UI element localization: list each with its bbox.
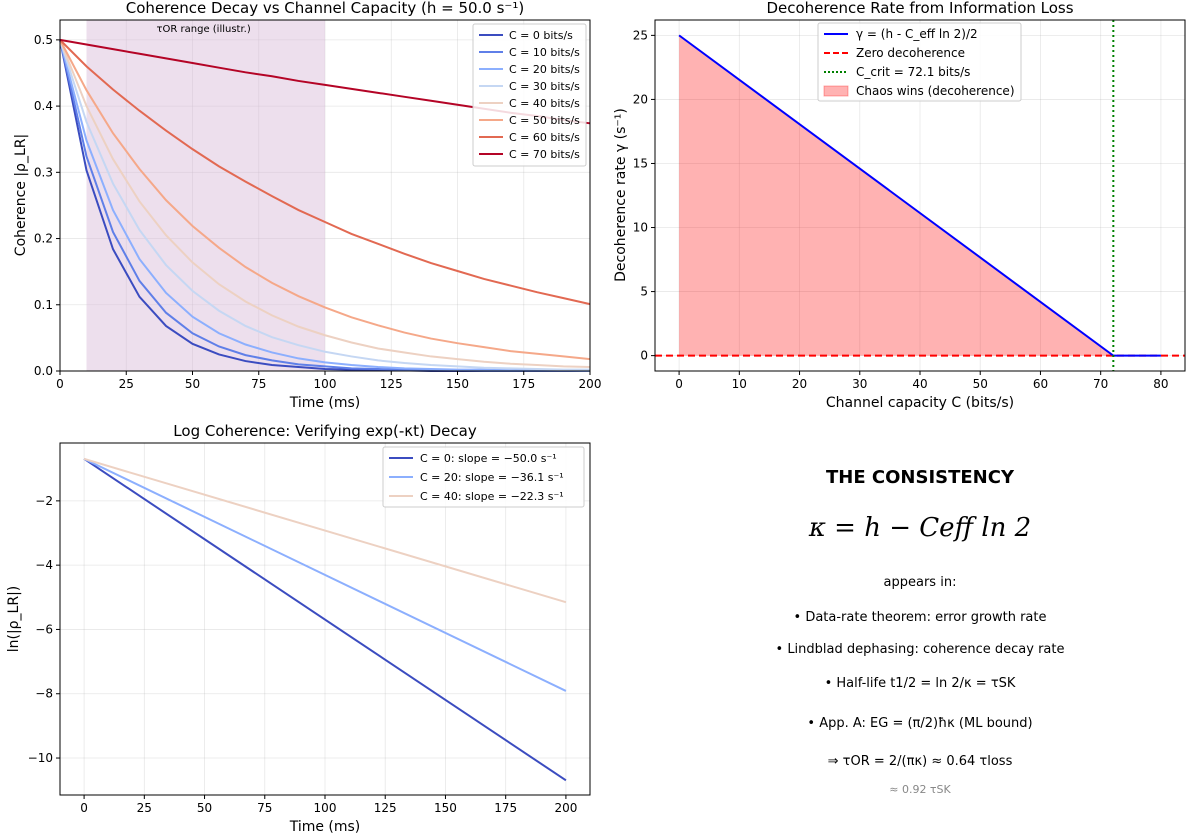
consistency-panel: THE CONSISTENCY κ = h − Ceff ln 2 appear… bbox=[640, 455, 1192, 835]
y-axis-label: Decoherence rate γ (s⁻¹) bbox=[613, 108, 629, 282]
x-axis-label: Time (ms) bbox=[289, 395, 361, 411]
x-tick-label: 175 bbox=[512, 377, 535, 391]
y-tick-label: −10 bbox=[28, 751, 53, 765]
y-tick-label: 0.2 bbox=[34, 232, 53, 246]
y-tick-label: 0.1 bbox=[34, 298, 53, 312]
x-tick-label: 200 bbox=[554, 801, 577, 815]
legend-label: C = 20 bits/s bbox=[509, 63, 580, 76]
series-line-c50 bbox=[59, 39, 591, 361]
chart-title: Log Coherence: Verifying exp(-κt) Decay bbox=[173, 422, 477, 440]
bullet-data-rate: • Data-rate theorem: error growth rate bbox=[793, 610, 1047, 625]
x-tick-label: 30 bbox=[852, 377, 867, 391]
log-series-line bbox=[83, 457, 567, 692]
legend-label: C = 20: slope = −36.1 s⁻¹ bbox=[420, 471, 564, 484]
legend-label: C_crit = 72.1 bits/s bbox=[856, 65, 970, 79]
legend-label: Zero decoherence bbox=[856, 46, 965, 60]
legend-label: C = 40: slope = −22.3 s⁻¹ bbox=[420, 490, 564, 503]
legend-label: γ = (h - C_eff ln 2)/2 bbox=[856, 27, 978, 41]
legend-box bbox=[472, 23, 587, 167]
decoherence-rate-panel: Decoherence Rate from Information Loss C… bbox=[613, 0, 1186, 411]
tau-or-range-label: τOR range (illustr.) bbox=[157, 24, 251, 35]
legend-label: C = 0 bits/s bbox=[509, 29, 573, 42]
x-tick-label: 150 bbox=[446, 377, 469, 391]
legend-label: C = 40 bits/s bbox=[509, 97, 580, 110]
x-tick-label: 100 bbox=[314, 377, 337, 391]
y-tick-label: 0 bbox=[640, 349, 648, 363]
tau-or-range-band bbox=[86, 20, 325, 371]
panel-title: THE CONSISTENCY bbox=[826, 467, 1014, 488]
bullet-half-life: • Half-life t1/2 = ln 2/κ = τSK bbox=[824, 676, 1016, 691]
legend-label: C = 70 bits/s bbox=[509, 148, 580, 161]
x-tick-label: 80 bbox=[1153, 377, 1168, 391]
legend-label: C = 50 bits/s bbox=[509, 114, 580, 127]
y-axis-label: ln(|ρ_LR|) bbox=[6, 586, 22, 653]
x-tick-label: 100 bbox=[314, 801, 337, 815]
x-tick-label: 40 bbox=[912, 377, 927, 391]
x-tick-label: 0 bbox=[56, 377, 64, 391]
x-tick-label: 75 bbox=[251, 377, 266, 391]
x-axis-label: Channel capacity C (bits/s) bbox=[826, 395, 1014, 411]
y-axis-label: Coherence |ρ_LR| bbox=[13, 134, 29, 256]
x-tick-label: 60 bbox=[1033, 377, 1048, 391]
legend-label: C = 60 bits/s bbox=[509, 131, 580, 144]
y-tick-label: 0.5 bbox=[34, 33, 53, 47]
y-tick-label: 0.3 bbox=[34, 165, 53, 179]
chart-title: Decoherence Rate from Information Loss bbox=[766, 0, 1073, 17]
series-line-c20 bbox=[59, 39, 591, 372]
log-series-line bbox=[83, 458, 567, 782]
x-tick-label: 10 bbox=[732, 377, 747, 391]
x-tick-label: 175 bbox=[494, 801, 517, 815]
y-tick-label: 20 bbox=[633, 92, 648, 106]
y-tick-label: 15 bbox=[633, 156, 648, 170]
log-series-line bbox=[83, 457, 567, 604]
x-tick-label: 75 bbox=[257, 801, 272, 815]
x-tick-label: 25 bbox=[119, 377, 134, 391]
x-tick-label: 150 bbox=[434, 801, 457, 815]
series-line-c30 bbox=[59, 39, 590, 371]
y-tick-label: −6 bbox=[35, 622, 53, 636]
y-tick-label: 25 bbox=[633, 28, 648, 42]
appears-in-label: appears in: bbox=[883, 575, 957, 590]
legend-box bbox=[817, 22, 1022, 102]
coherence-decay-panel: Coherence Decay vs Channel Capacity (h =… bbox=[13, 0, 601, 411]
series-line-c40 bbox=[59, 39, 591, 369]
x-tick-label: 50 bbox=[197, 801, 212, 815]
legend-box bbox=[382, 446, 585, 508]
x-tick-label: 50 bbox=[973, 377, 988, 391]
legend-label: C = 0: slope = −50.0 s⁻¹ bbox=[420, 452, 557, 465]
log-coherence-panel: Log Coherence: Verifying exp(-κt) Decay … bbox=[6, 422, 591, 835]
x-axis-label: Time (ms) bbox=[289, 819, 361, 835]
x-tick-label: 20 bbox=[792, 377, 807, 391]
legend-label: Chaos wins (decoherence) bbox=[856, 84, 1015, 98]
y-tick-label: −2 bbox=[35, 494, 53, 508]
bullet-lindblad: • Lindblad dephasing: coherence decay ra… bbox=[775, 642, 1065, 657]
legend-label: C = 30 bits/s bbox=[509, 80, 580, 93]
chart-title: Coherence Decay vs Channel Capacity (h =… bbox=[126, 0, 524, 17]
y-tick-label: 5 bbox=[640, 285, 648, 299]
x-tick-label: 25 bbox=[137, 801, 152, 815]
series-line-c60 bbox=[59, 39, 591, 306]
y-tick-label: 10 bbox=[633, 221, 648, 235]
footnote: ≈ 0.92 τSK bbox=[889, 783, 951, 796]
legend-swatch bbox=[823, 85, 849, 97]
x-tick-label: 50 bbox=[185, 377, 200, 391]
legend-label: C = 10 bits/s bbox=[509, 46, 580, 59]
kappa-formula: κ = h − Ceff ln 2 bbox=[808, 513, 1032, 543]
x-tick-label: 70 bbox=[1093, 377, 1108, 391]
x-tick-label: 125 bbox=[380, 377, 403, 391]
x-tick-label: 0 bbox=[80, 801, 88, 815]
x-tick-label: 125 bbox=[374, 801, 397, 815]
y-tick-label: −4 bbox=[35, 558, 53, 572]
x-tick-label: 0 bbox=[675, 377, 683, 391]
y-tick-label: 0.0 bbox=[34, 364, 53, 378]
x-tick-label: 200 bbox=[579, 377, 602, 391]
y-tick-label: 0.4 bbox=[34, 99, 53, 113]
bullet-app-a: • App. A: EG = (π/2)ħκ (ML bound) bbox=[807, 716, 1033, 731]
y-tick-label: −8 bbox=[35, 687, 53, 701]
implication-line: ⇒ τOR = 2/(πκ) ≈ 0.64 τloss bbox=[827, 754, 1013, 769]
